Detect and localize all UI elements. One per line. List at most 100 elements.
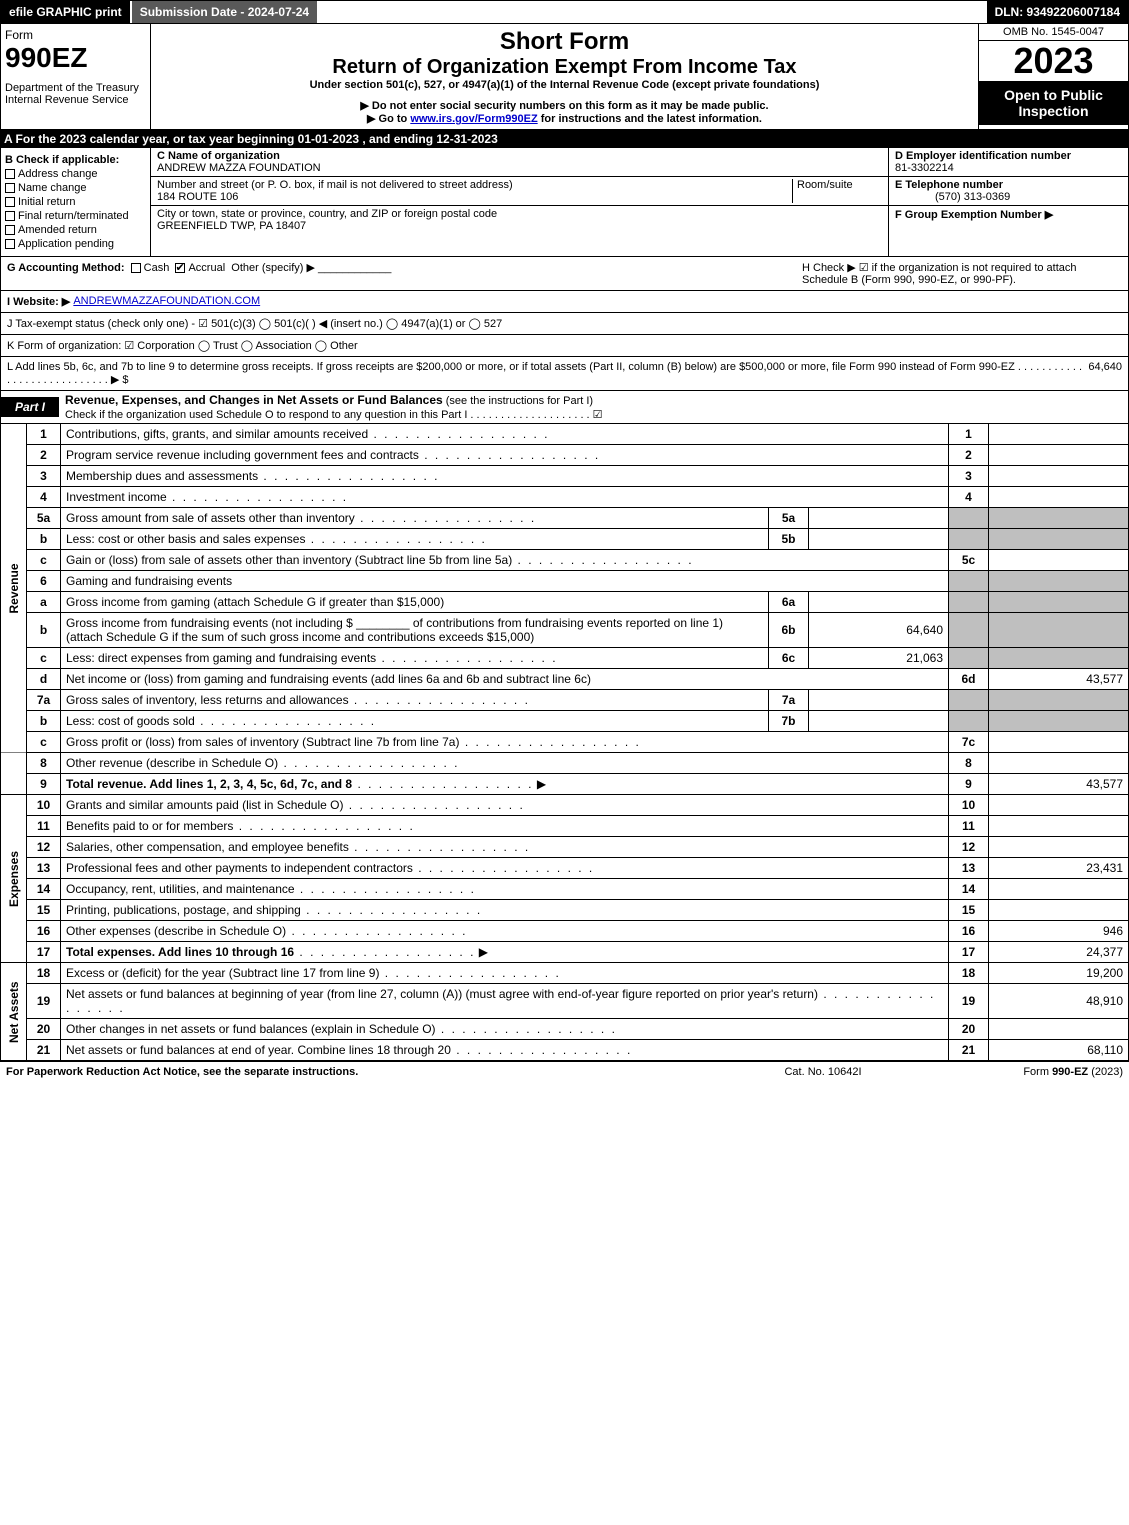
l21-val: 68,110 bbox=[989, 1040, 1129, 1061]
l16-val: 946 bbox=[989, 921, 1129, 942]
l6c-shaded1 bbox=[949, 648, 989, 669]
l6b-no: b bbox=[27, 613, 61, 648]
g-label: G Accounting Method: bbox=[7, 262, 125, 274]
col-b-title: B Check if applicable: bbox=[5, 154, 146, 166]
l14-desc: Occupancy, rent, utilities, and maintena… bbox=[66, 882, 476, 896]
l19-no: 19 bbox=[27, 984, 61, 1019]
l6b-subval: 64,640 bbox=[809, 613, 949, 648]
header-left: Form 990EZ Department of the Treasury In… bbox=[1, 24, 151, 129]
l17-val: 24,377 bbox=[989, 942, 1129, 963]
revenue-label-cont bbox=[1, 753, 27, 795]
l19-box: 19 bbox=[949, 984, 989, 1019]
l10-no: 10 bbox=[27, 795, 61, 816]
l5b-desc: Less: cost or other basis and sales expe… bbox=[66, 532, 487, 546]
dept-treasury: Department of the Treasury bbox=[5, 82, 146, 94]
chk-amended-return[interactable] bbox=[5, 225, 15, 235]
l6d-val: 43,577 bbox=[989, 669, 1129, 690]
under-section: Under section 501(c), 527, or 4947(a)(1)… bbox=[157, 79, 972, 91]
revenue-label: Revenue bbox=[1, 424, 27, 753]
l16-box: 16 bbox=[949, 921, 989, 942]
addr-label: Number and street (or P. O. box, if mail… bbox=[157, 179, 513, 191]
l15-box: 15 bbox=[949, 900, 989, 921]
l13-val: 23,431 bbox=[989, 858, 1129, 879]
l6c-subval: 21,063 bbox=[809, 648, 949, 669]
chk-address-change[interactable] bbox=[5, 169, 15, 179]
l13-desc: Professional fees and other payments to … bbox=[66, 861, 594, 875]
form-header: Form 990EZ Department of the Treasury In… bbox=[0, 24, 1129, 130]
l12-box: 12 bbox=[949, 837, 989, 858]
chk-accrual[interactable] bbox=[175, 263, 185, 273]
l6b-shaded1 bbox=[949, 613, 989, 648]
website-link[interactable]: ANDREWMAZZAFOUNDATION.COM bbox=[73, 295, 260, 308]
ssn-warning: ▶ Do not enter social security numbers o… bbox=[157, 99, 972, 112]
row-k: K Form of organization: ☑ Corporation ◯ … bbox=[0, 335, 1129, 357]
row-l-amount: 64,640 bbox=[1088, 361, 1122, 386]
l6-shaded1 bbox=[949, 571, 989, 592]
org-address: 184 ROUTE 106 bbox=[157, 191, 238, 203]
efile-print-button[interactable]: efile GRAPHIC print bbox=[1, 1, 132, 23]
row-h: H Check ▶ ☑ if the organization is not r… bbox=[802, 261, 1122, 286]
l6c-desc: Less: direct expenses from gaming and fu… bbox=[66, 651, 558, 665]
l7a-subval bbox=[809, 690, 949, 711]
l1-no: 1 bbox=[27, 424, 61, 445]
l17-arrow: ▶ bbox=[479, 945, 488, 959]
part-1-header: Part I Revenue, Expenses, and Changes in… bbox=[0, 391, 1129, 424]
l18-no: 18 bbox=[27, 963, 61, 984]
chk-cash[interactable] bbox=[131, 263, 141, 273]
row-i: I Website: ▶ ANDREWMAZZAFOUNDATION.COM bbox=[0, 291, 1129, 313]
row-a-tax-year: A For the 2023 calendar year, or tax yea… bbox=[0, 130, 1129, 148]
row-g: G Accounting Method: Cash Accrual Other … bbox=[7, 261, 802, 286]
l5a-subval bbox=[809, 508, 949, 529]
expenses-label: Expenses bbox=[1, 795, 27, 963]
l9-box: 9 bbox=[949, 774, 989, 795]
lbl-accrual: Accrual bbox=[188, 262, 225, 274]
ein-label: D Employer identification number bbox=[895, 150, 1071, 162]
part-1-sub: (see the instructions for Part I) bbox=[443, 395, 593, 407]
col-c-name-address: C Name of organization ANDREW MAZZA FOUN… bbox=[151, 148, 888, 256]
l6a-subval bbox=[809, 592, 949, 613]
tel-label: E Telephone number bbox=[895, 179, 1003, 191]
l5a-shaded2 bbox=[989, 508, 1129, 529]
lbl-final-return: Final return/terminated bbox=[18, 210, 129, 222]
row-j: J Tax-exempt status (check only one) - ☑… bbox=[0, 313, 1129, 335]
l6a-shaded2 bbox=[989, 592, 1129, 613]
l12-desc: Salaries, other compensation, and employ… bbox=[66, 840, 530, 854]
l10-desc: Grants and similar amounts paid (list in… bbox=[66, 798, 525, 812]
chk-initial-return[interactable] bbox=[5, 197, 15, 207]
page-footer: For Paperwork Reduction Act Notice, see … bbox=[0, 1061, 1129, 1082]
l5a-sub: 5a bbox=[769, 508, 809, 529]
lbl-initial-return: Initial return bbox=[18, 196, 75, 208]
submission-date-button[interactable]: Submission Date - 2024-07-24 bbox=[132, 1, 319, 23]
l2-val bbox=[989, 445, 1129, 466]
irs-link[interactable]: www.irs.gov/Form990EZ bbox=[410, 113, 537, 125]
footer-right-pre: Form bbox=[1023, 1066, 1052, 1078]
l7a-shaded2 bbox=[989, 690, 1129, 711]
l6c-no: c bbox=[27, 648, 61, 669]
l19-desc: Net assets or fund balances at beginning… bbox=[66, 987, 935, 1015]
l8-box: 8 bbox=[949, 753, 989, 774]
l5c-no: c bbox=[27, 550, 61, 571]
l11-desc: Benefits paid to or for members bbox=[66, 819, 415, 833]
l15-val bbox=[989, 900, 1129, 921]
l9-arrow: ▶ bbox=[537, 777, 546, 791]
footer-right-bold: 990-EZ bbox=[1052, 1066, 1088, 1078]
chk-final-return[interactable] bbox=[5, 211, 15, 221]
l18-box: 18 bbox=[949, 963, 989, 984]
ein-value: 81-3302214 bbox=[895, 162, 954, 174]
part-1-tab: Part I bbox=[1, 397, 59, 417]
chk-application-pending[interactable] bbox=[5, 239, 15, 249]
l6b-shaded2 bbox=[989, 613, 1129, 648]
l7c-no: c bbox=[27, 732, 61, 753]
l5c-desc: Gain or (loss) from sale of assets other… bbox=[66, 553, 694, 567]
part-1-check: Check if the organization used Schedule … bbox=[65, 409, 603, 421]
l7b-shaded1 bbox=[949, 711, 989, 732]
l20-val bbox=[989, 1019, 1129, 1040]
chk-name-change[interactable] bbox=[5, 183, 15, 193]
l2-box: 2 bbox=[949, 445, 989, 466]
col-d-e-f: D Employer identification number 81-3302… bbox=[888, 148, 1128, 256]
l7a-sub: 7a bbox=[769, 690, 809, 711]
l8-val bbox=[989, 753, 1129, 774]
l7c-desc: Gross profit or (loss) from sales of inv… bbox=[66, 735, 641, 749]
footer-right: Form 990-EZ (2023) bbox=[923, 1066, 1123, 1078]
group-exemption-label: F Group Exemption Number ▶ bbox=[895, 209, 1053, 221]
